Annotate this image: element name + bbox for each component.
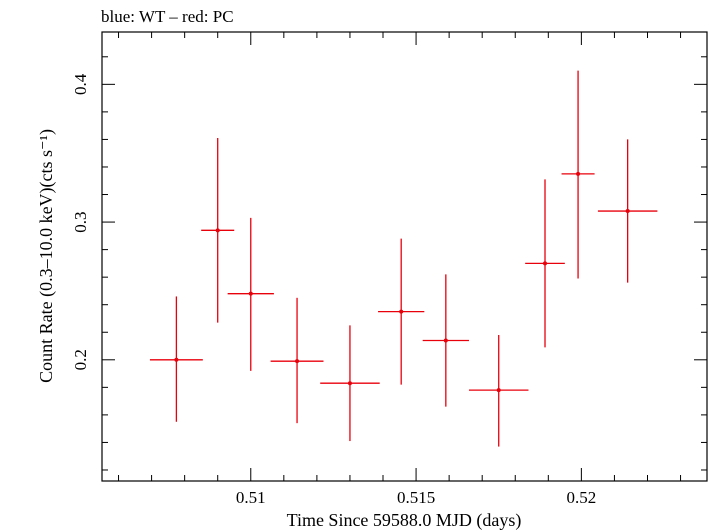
data-point xyxy=(597,139,658,283)
data-marker xyxy=(215,228,220,233)
data-marker xyxy=(174,357,179,362)
data-marker xyxy=(443,338,448,343)
data-marker xyxy=(248,291,253,296)
y-tick-label: 0.4 xyxy=(71,73,90,95)
data-point xyxy=(270,297,324,424)
data-marker xyxy=(399,309,404,314)
data-marker xyxy=(576,171,581,176)
chart-title: blue: WT – red: PC xyxy=(101,7,234,26)
data-point xyxy=(378,238,425,385)
axis-tick-labels: 0.51 0.515 0.52 0.2 0.3 0.4 xyxy=(71,73,596,507)
data-point xyxy=(561,70,595,279)
data-marker xyxy=(625,209,630,214)
plot-frame xyxy=(101,31,708,482)
data-point xyxy=(149,296,203,422)
data-point xyxy=(227,217,274,371)
data-point xyxy=(525,179,565,348)
data-marker xyxy=(543,261,548,266)
data-point xyxy=(320,325,380,442)
data-point xyxy=(422,274,469,407)
y-tick-label: 0.3 xyxy=(71,211,90,232)
y-tick-label: 0.2 xyxy=(71,349,90,370)
axis-ticks xyxy=(102,32,707,481)
data-marker xyxy=(347,381,352,386)
x-tick-label: 0.515 xyxy=(397,488,435,507)
y-axis-label: Count Rate (0.3–10.0 keV)(cts s⁻¹) xyxy=(36,129,57,383)
data-point xyxy=(468,335,529,447)
data-point xyxy=(201,138,235,323)
x-axis-label: Time Since 59588.0 MJD (days) xyxy=(287,510,522,531)
data-marker xyxy=(295,359,300,364)
data-points xyxy=(149,70,658,447)
x-tick-label: 0.52 xyxy=(566,488,596,507)
x-tick-label: 0.51 xyxy=(236,488,266,507)
data-marker xyxy=(496,388,501,393)
